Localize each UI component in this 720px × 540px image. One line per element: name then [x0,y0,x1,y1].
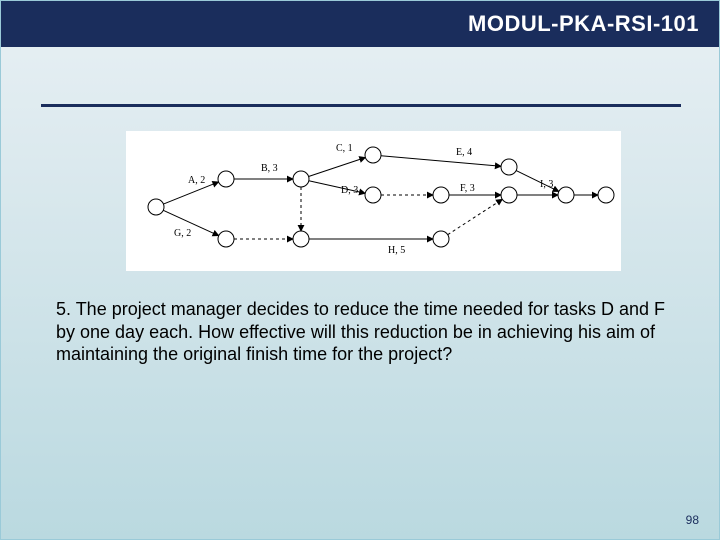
page-number: 98 [686,513,699,527]
header-divider [41,104,681,107]
svg-text:E, 4: E, 4 [456,147,472,158]
svg-text:B, 3: B, 3 [261,163,278,174]
svg-text:D, 3: D, 3 [341,185,358,196]
slide-container: MODUL-PKA-RSI-101 A, 2 B, 3 C, 1 D, 3 G, 2 H,… [0,0,720,540]
header-title: MODUL-PKA-RSI-101 [468,11,699,37]
svg-text:I, 3: I, 3 [540,179,553,190]
network-diagram: A, 2 B, 3 C, 1 D, 3 G, 2 H, 5 E, 4 F, 3 I, 3 [126,131,621,271]
svg-text:A, 2: A, 2 [188,175,205,186]
question-text: 5. The project manager decides to reduce… [56,298,676,366]
svg-text:H, 5: H, 5 [388,245,405,256]
svg-text:G, 2: G, 2 [174,228,191,239]
network-svg: A, 2 B, 3 C, 1 D, 3 G, 2 H, 5 E, 4 F, 3 I, 3 [126,131,621,271]
header-bar: MODUL-PKA-RSI-101 [1,1,719,47]
svg-text:C, 1: C, 1 [336,143,353,154]
svg-text:F, 3: F, 3 [460,183,475,194]
